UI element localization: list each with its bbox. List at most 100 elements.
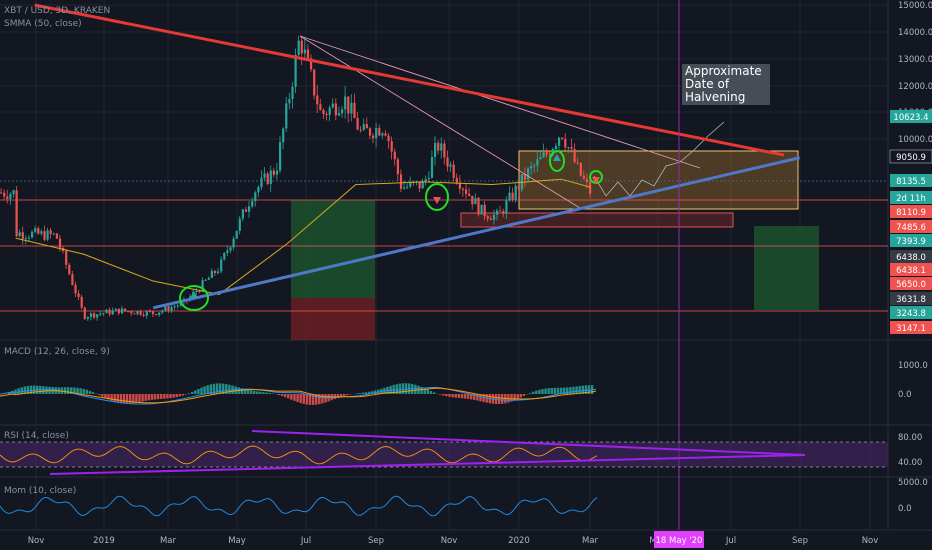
candle-body-21 bbox=[65, 251, 68, 265]
candle-body-162 bbox=[502, 210, 505, 214]
macd-bar-65 bbox=[206, 385, 209, 394]
macd-bar-98 bbox=[308, 394, 312, 405]
candle-body-147 bbox=[455, 177, 458, 183]
candle-body-171 bbox=[530, 166, 533, 169]
axis-tag-bg-3 bbox=[890, 191, 932, 204]
candle-body-123 bbox=[381, 133, 384, 136]
candle-body-1 bbox=[3, 192, 6, 197]
candle-body-115 bbox=[356, 118, 359, 130]
macd-bar-71 bbox=[225, 384, 228, 394]
candle-body-47 bbox=[145, 311, 148, 316]
macd-bar-89 bbox=[280, 394, 284, 397]
symbol-title[interactable]: XBT / USD, 3D, KRAKEN bbox=[4, 6, 111, 16]
macd-bar-118 bbox=[370, 391, 374, 394]
candle-body-151 bbox=[468, 193, 471, 196]
candle-body-180 bbox=[558, 137, 561, 146]
macd-bar-27 bbox=[88, 390, 92, 394]
candle-body-76 bbox=[235, 230, 238, 239]
macd-bar-69 bbox=[218, 383, 222, 394]
x-tick-12: Nov bbox=[862, 536, 879, 546]
candle-body-25 bbox=[77, 293, 80, 297]
mom-label[interactable]: Mom (10, close) bbox=[4, 486, 77, 496]
axis-tag-bg-5 bbox=[890, 220, 932, 233]
x-tick-8: Mar bbox=[582, 536, 599, 546]
candle-body-52 bbox=[161, 310, 164, 313]
macd-bar-55 bbox=[175, 394, 178, 398]
macd-bar-184 bbox=[575, 386, 578, 394]
candle-body-29 bbox=[89, 313, 93, 318]
macd-bar-132 bbox=[414, 384, 417, 394]
macd-bar-83 bbox=[262, 392, 265, 394]
x-tick-7: 2020 bbox=[508, 536, 530, 546]
candle-body-85 bbox=[263, 173, 266, 178]
macd-bar-166 bbox=[519, 394, 522, 398]
macd-bar-174 bbox=[544, 388, 547, 394]
macd-bar-115 bbox=[361, 392, 364, 394]
candle-body-28 bbox=[86, 317, 89, 319]
y-tick-1: 14000.0 bbox=[898, 28, 932, 38]
macd-bar-85 bbox=[268, 393, 271, 394]
candle-body-117 bbox=[362, 124, 365, 130]
x-tick-11: Sep bbox=[792, 536, 808, 546]
macd-bar-70 bbox=[222, 383, 225, 394]
macd-bar-43 bbox=[138, 394, 141, 403]
candle-body-19 bbox=[58, 238, 62, 248]
macd-bar-146 bbox=[457, 394, 460, 398]
candle-body-53 bbox=[164, 306, 167, 311]
candle-body-9 bbox=[27, 237, 31, 239]
macd-label[interactable]: MACD (12, 26, close, 9) bbox=[4, 347, 110, 357]
macd-bar-40 bbox=[129, 394, 132, 404]
x-tick-0: Nov bbox=[28, 536, 45, 546]
candle-body-128 bbox=[396, 159, 399, 175]
macd-bar-117 bbox=[367, 391, 371, 394]
macd-bar-182 bbox=[569, 387, 572, 394]
rsi-tick-0: 80.00 bbox=[898, 433, 922, 443]
candle-body-44 bbox=[136, 311, 139, 315]
candle-body-145 bbox=[449, 164, 452, 167]
rsi-label[interactable]: RSI (14, close) bbox=[4, 431, 69, 441]
green-zone-1 bbox=[291, 200, 375, 298]
candle-body-18 bbox=[55, 233, 58, 239]
candle-body-126 bbox=[390, 141, 393, 152]
candle-body-72 bbox=[223, 252, 226, 260]
candle-body-27 bbox=[83, 307, 86, 319]
macd-bar-152 bbox=[476, 394, 479, 401]
macd-bar-59 bbox=[187, 393, 191, 394]
macd-bar-164 bbox=[513, 394, 516, 401]
candle-body-10 bbox=[31, 231, 34, 238]
macd-bar-35 bbox=[113, 394, 116, 402]
macd-bar-150 bbox=[470, 394, 473, 400]
axis-tag-10: 3631.8 bbox=[896, 295, 926, 305]
macd-bar-99 bbox=[311, 394, 315, 405]
macd-bar-94 bbox=[296, 394, 299, 403]
annotation-line-1: Approximate bbox=[685, 64, 762, 78]
macd-bar-171 bbox=[535, 390, 538, 394]
macd-bar-144 bbox=[451, 394, 454, 398]
candle-body-158 bbox=[489, 218, 492, 221]
candle-body-109 bbox=[337, 113, 341, 116]
candle-body-132 bbox=[409, 181, 412, 187]
macd-bar-44 bbox=[141, 394, 144, 402]
axis-tag-bg-10 bbox=[890, 292, 932, 305]
candle-body-159 bbox=[492, 214, 496, 221]
macd-bar-20 bbox=[67, 387, 70, 394]
signal-circle-0 bbox=[179, 285, 209, 311]
macd-bar-97 bbox=[305, 394, 309, 405]
macd-bar-66 bbox=[209, 384, 212, 394]
candle-body-68 bbox=[210, 270, 213, 278]
smma-label[interactable]: SMMA (50, close) bbox=[4, 19, 82, 29]
candle-body-77 bbox=[238, 218, 241, 231]
candle-body-189 bbox=[585, 178, 589, 182]
macd-bar-173 bbox=[541, 389, 544, 394]
signal-arrow-3 bbox=[592, 177, 600, 184]
rsi-line bbox=[0, 445, 598, 465]
macd-bar-187 bbox=[584, 385, 588, 394]
candle-body-80 bbox=[248, 206, 251, 212]
macd-bar-151 bbox=[473, 394, 476, 400]
macd-bar-147 bbox=[460, 394, 464, 399]
candle-body-65 bbox=[201, 280, 204, 292]
candle-body-3 bbox=[9, 193, 12, 199]
candle-body-188 bbox=[582, 175, 585, 179]
macd-bar-7 bbox=[26, 385, 30, 394]
macd-bar-5 bbox=[20, 387, 23, 394]
